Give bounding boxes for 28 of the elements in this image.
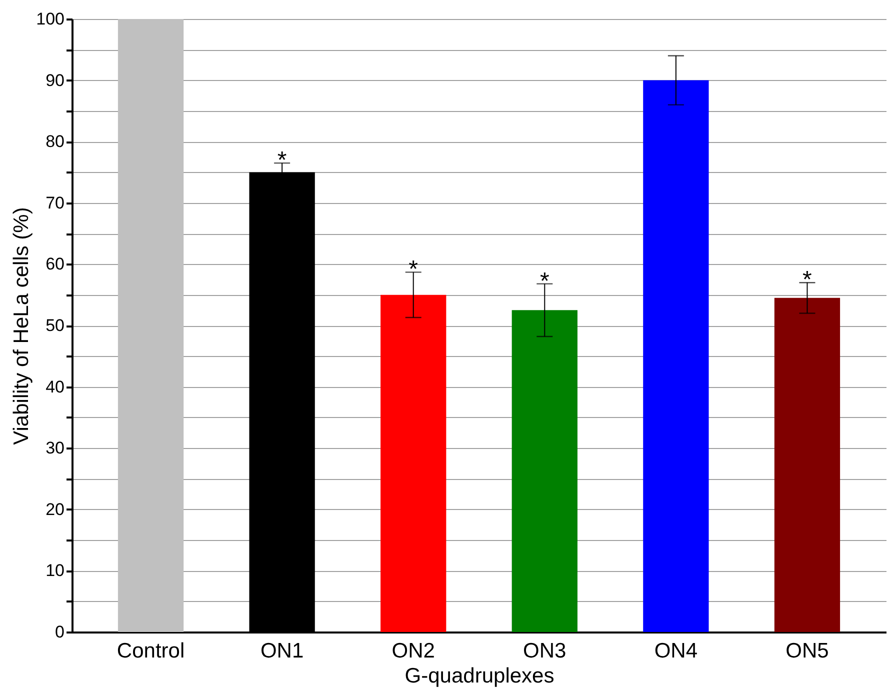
x-tick-label: ON3 xyxy=(523,640,566,662)
bar xyxy=(774,298,840,632)
bar xyxy=(643,80,709,632)
y-tick-label: 50 xyxy=(46,316,64,335)
y-tick-label: 90 xyxy=(46,70,64,90)
x-tick-label: ON5 xyxy=(786,640,829,662)
y-tick-label: 80 xyxy=(46,132,64,152)
x-tick-label: ON1 xyxy=(260,640,304,662)
y-tick-label: 10 xyxy=(46,561,64,580)
annotation: * xyxy=(277,147,287,174)
x-tick-label: ON4 xyxy=(654,640,698,662)
bar xyxy=(512,310,578,632)
y-axis-title: Viability of HeLa cells (%) xyxy=(10,207,34,445)
annotation: * xyxy=(540,268,550,295)
y-tick-label: 60 xyxy=(46,254,64,274)
annotation: * xyxy=(408,256,418,284)
x-tick-label: Control xyxy=(116,640,185,662)
x-tick-label: ON2 xyxy=(392,640,435,662)
y-tick-label: 100 xyxy=(36,10,64,28)
y-tick-label: 0 xyxy=(55,622,64,642)
y-tick-label: 70 xyxy=(46,193,64,212)
y-tick-label: 30 xyxy=(46,438,64,458)
y-tick-label: 20 xyxy=(46,500,64,519)
bar xyxy=(118,19,184,632)
annotation: * xyxy=(802,266,812,294)
bar xyxy=(380,294,446,632)
x-axis-title: G-quadruplexes xyxy=(404,664,554,688)
y-tick-label: 40 xyxy=(46,377,64,396)
